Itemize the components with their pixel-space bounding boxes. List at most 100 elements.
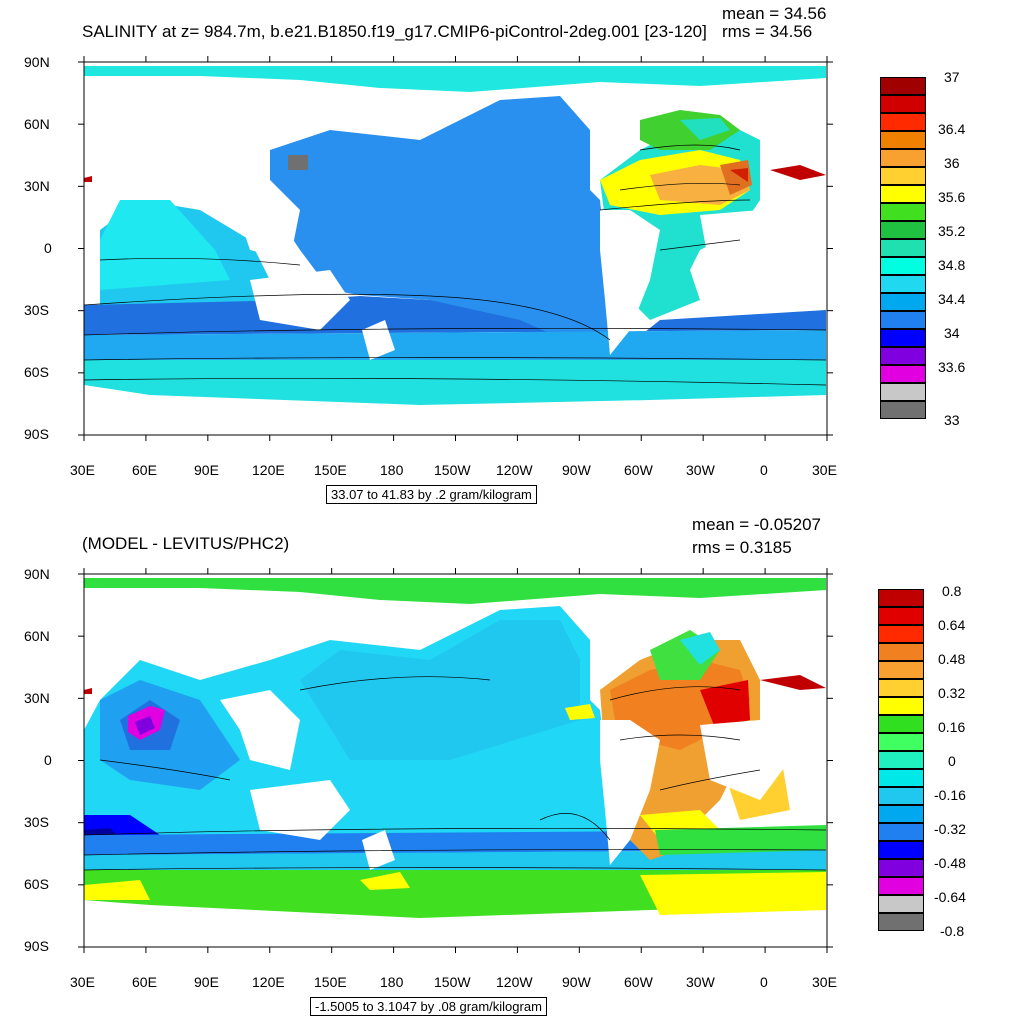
colorbar-swatch: [878, 715, 924, 733]
lat-label: 90N: [24, 54, 50, 70]
colorbar-swatch: [878, 805, 924, 823]
lon-label: 150W: [434, 974, 471, 990]
lat-label: 0: [44, 752, 52, 768]
lat-label: 30S: [24, 302, 49, 318]
panel1-arctic: [84, 66, 826, 92]
panel1-pacific: [270, 96, 620, 350]
panel2-title: (MODEL - LEVITUS/PHC2): [82, 534, 290, 553]
colorbar-swatch: [880, 203, 926, 221]
panel1-africa: [700, 210, 790, 290]
lat-label: 60N: [24, 628, 50, 644]
colorbar-swatch: [880, 329, 926, 347]
colorbar-label: 0: [948, 753, 956, 769]
colorbar-swatch: [880, 365, 926, 383]
panel1-southern-band-3: [84, 360, 826, 405]
colorbar-swatch: [880, 149, 926, 167]
colorbar-swatch: [878, 751, 924, 769]
colorbar-swatch: [880, 185, 926, 203]
colorbar-label: -0.16: [934, 787, 966, 803]
panel1-contours: [83, 144, 827, 386]
colorbar-swatch: [880, 221, 926, 239]
colorbar-swatch: [880, 275, 926, 293]
lat-label: 30N: [24, 178, 50, 194]
colorbar-label: 33: [944, 412, 960, 428]
lon-label: 0: [760, 974, 768, 990]
lon-label: 30W: [686, 974, 715, 990]
colorbar-swatch: [878, 733, 924, 751]
colorbar-label: 0.64: [938, 617, 966, 633]
colorbar-swatch: [880, 167, 926, 185]
panel2-colorbar: [878, 589, 924, 931]
colorbar-swatch: [880, 131, 926, 149]
lon-label: 120E: [252, 974, 285, 990]
panel1-title: SALINITY at z= 984.7m, b.e21.B1850.f19_g…: [82, 22, 707, 41]
colorbar-label: 36: [944, 155, 960, 171]
lon-label: 30E: [812, 462, 837, 478]
colorbar-swatch: [880, 311, 926, 329]
colorbar-label: 0.32: [938, 685, 966, 701]
lon-label: 0: [760, 462, 768, 478]
lon-label: 180: [380, 974, 404, 990]
panel1-maritime-continent: [220, 180, 300, 260]
colorbar-swatch: [880, 401, 926, 419]
colorbar-swatch: [880, 293, 926, 311]
colorbar-label: 37: [944, 69, 960, 85]
colorbar-swatch: [878, 913, 924, 931]
lon-label: 150E: [314, 462, 347, 478]
colorbar-label: 36.4: [938, 121, 966, 137]
lon-label: 150W: [434, 462, 471, 478]
lon-label: 90W: [562, 974, 591, 990]
lat-label: 60S: [24, 876, 49, 892]
panel1-ticks: [78, 56, 833, 441]
colorbar-label: -0.8: [940, 923, 965, 939]
colorbar-label: 0.8: [942, 583, 962, 599]
colorbar-label: 34.8: [938, 257, 966, 273]
panel1-southern-band-2: [84, 330, 826, 360]
lon-label: 90E: [194, 974, 219, 990]
colorbar-swatch: [878, 607, 924, 625]
lat-label: 60N: [24, 116, 50, 132]
colorbar-swatch: [878, 787, 924, 805]
colorbar-swatch: [878, 679, 924, 697]
colorbar-swatch: [878, 589, 924, 607]
lon-label: 30W: [686, 462, 715, 478]
colorbar-swatch: [878, 877, 924, 895]
lon-label: 30E: [70, 974, 95, 990]
lon-label: 60E: [132, 462, 157, 478]
colorbar-swatch: [878, 841, 924, 859]
colorbar-swatch: [878, 769, 924, 787]
colorbar-swatch: [880, 77, 926, 95]
lon-label: 90E: [194, 462, 219, 478]
lat-label: 0: [44, 240, 52, 256]
panel1-range-label: 33.07 to 41.83 by .2 gram/kilogram: [326, 485, 537, 504]
panel1-south-america: [600, 210, 660, 355]
lat-label: 90S: [24, 938, 49, 954]
panel1-colorbar: [880, 77, 926, 419]
lon-label: 90W: [562, 462, 591, 478]
colorbar-label: -0.48: [934, 855, 966, 871]
colorbar-swatch: [880, 95, 926, 113]
colorbar-label: 35.2: [938, 223, 966, 239]
colorbar-swatch: [878, 625, 924, 643]
colorbar-label: 0.48: [938, 651, 966, 667]
lat-label: 60S: [24, 364, 49, 380]
lon-label: 60W: [624, 462, 653, 478]
lon-label: 180: [380, 462, 404, 478]
colorbar-label: 0.16: [938, 719, 966, 735]
lat-label: 30N: [24, 690, 50, 706]
colorbar-label: 33.6: [938, 359, 966, 375]
colorbar-swatch: [878, 661, 924, 679]
panel1-map: [78, 56, 833, 441]
lon-label: 120W: [496, 974, 533, 990]
colorbar-swatch: [880, 239, 926, 257]
panel1-australia: [250, 270, 350, 330]
lon-label: 60W: [624, 974, 653, 990]
lon-label: 30E: [812, 974, 837, 990]
colorbar-label: -0.32: [934, 821, 966, 837]
panel2-mean: mean = -0.05207: [692, 515, 822, 534]
panel2-rms: rms = 0.3185: [692, 538, 792, 557]
colorbar-swatch: [880, 257, 926, 275]
colorbar-label: 34: [944, 325, 960, 341]
lon-label: 30E: [70, 462, 95, 478]
